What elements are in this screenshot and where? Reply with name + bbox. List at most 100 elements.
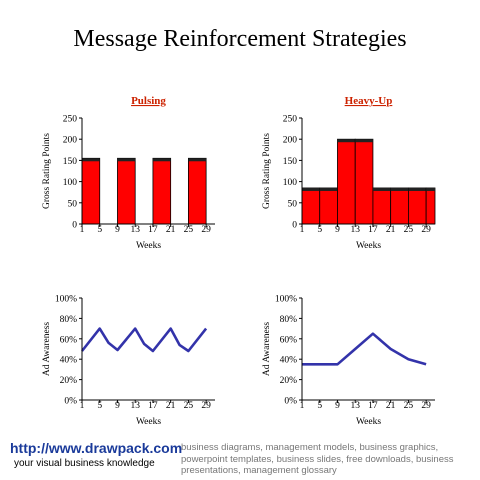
bar-top-edge xyxy=(408,187,427,191)
x-tick-label: 9 xyxy=(335,401,340,411)
x-axis-label: Weeks xyxy=(356,241,381,251)
bar xyxy=(407,187,427,225)
y-tick-label: 50 xyxy=(68,199,78,209)
bar-top-edge xyxy=(426,187,435,191)
bar xyxy=(319,187,338,225)
bar xyxy=(390,187,409,225)
y-tick-label: 100 xyxy=(63,178,78,188)
x-tick-label: 5 xyxy=(317,225,322,235)
bar xyxy=(187,157,207,225)
heavy-up-chart: Heavy-Up 0 50 100 150 200 250 1 5 9 13 17 21 25 29 Week… xyxy=(262,95,436,251)
x-tick-label: 29 xyxy=(421,401,431,411)
heavy-up-awareness-chart: 0% 20% 40% 60% 80% 100% 1 5 9 13 17 21 25 29 Weeks Ad A… xyxy=(262,295,435,427)
x-tick-label: 21 xyxy=(386,401,396,411)
x-tick-label: 13 xyxy=(130,225,140,235)
x-tick-label: 21 xyxy=(386,225,396,235)
x-tick-label: 29 xyxy=(201,401,211,411)
y-axis-label: Gross Rating Points xyxy=(42,133,52,209)
y-tick-label: 100% xyxy=(275,295,297,305)
bar xyxy=(117,157,136,225)
y-tick-label: 80% xyxy=(60,315,78,325)
x-tick-label: 1 xyxy=(300,225,305,235)
y-tick-label: 0% xyxy=(284,397,297,407)
x-tick-label: 5 xyxy=(97,225,102,235)
bar-top-edge xyxy=(372,187,391,191)
x-tick-label: 17 xyxy=(368,401,378,411)
x-tick-label: 29 xyxy=(201,225,211,235)
bar xyxy=(81,157,101,225)
series-line xyxy=(302,332,427,366)
y-tick-label: 20% xyxy=(280,376,298,386)
x-tick-label: 1 xyxy=(80,225,85,235)
x-tick-label: 13 xyxy=(350,225,360,235)
y-axis-label: Gross Rating Points xyxy=(262,133,272,209)
y-tick-label: 0 xyxy=(292,221,297,231)
x-tick-label: 9 xyxy=(115,225,120,235)
bar-top-edge xyxy=(152,158,171,162)
series-line xyxy=(80,327,208,353)
bar-top-edge xyxy=(82,158,100,162)
bar xyxy=(152,157,172,225)
x-tick-label: 13 xyxy=(130,401,140,411)
footer-keywords: business diagrams, management models, bu… xyxy=(181,442,454,476)
bar xyxy=(372,187,392,225)
y-tick-label: 0 xyxy=(72,221,77,231)
bar xyxy=(425,187,436,225)
y-tick-label: 80% xyxy=(280,315,298,325)
x-tick-label: 25 xyxy=(184,225,194,235)
x-axis-label: Weeks xyxy=(356,417,381,427)
y-tick-label: 40% xyxy=(280,356,298,366)
x-tick-label: 13 xyxy=(350,401,360,411)
page-title: Message Reinforcement Strategies xyxy=(73,26,407,52)
y-axis-label: Ad Awareness xyxy=(42,322,52,377)
y-tick-label: 100 xyxy=(283,178,298,188)
chart-title: Pulsing xyxy=(131,95,166,107)
x-tick-label: 1 xyxy=(300,401,305,411)
x-tick-label: 5 xyxy=(317,401,322,411)
bar-top-edge xyxy=(117,158,136,162)
x-tick-label: 25 xyxy=(184,401,194,411)
x-tick-label: 17 xyxy=(368,225,378,235)
y-tick-label: 40% xyxy=(60,356,78,366)
bar-top-edge xyxy=(337,139,356,143)
bar-top-edge xyxy=(390,187,409,191)
footer-tagline: your visual business knowledge xyxy=(14,458,155,469)
x-tick-label: 9 xyxy=(335,225,340,235)
pulsing-chart: Pulsing 0 50 100 150 200 250 1 5 9 13 17 21 25 29 Weeks… xyxy=(42,95,215,251)
y-tick-label: 100% xyxy=(55,295,77,305)
y-tick-label: 50 xyxy=(288,199,298,209)
y-tick-label: 200 xyxy=(63,136,78,146)
x-tick-label: 25 xyxy=(404,401,414,411)
x-tick-label: 25 xyxy=(404,225,414,235)
y-tick-label: 250 xyxy=(283,115,298,125)
x-axis-label: Weeks xyxy=(136,417,161,427)
y-tick-label: 60% xyxy=(60,335,78,345)
x-tick-label: 17 xyxy=(148,401,158,411)
y-tick-label: 60% xyxy=(280,335,298,345)
bar xyxy=(337,138,356,225)
bar-top-edge xyxy=(355,139,373,143)
x-tick-label: 29 xyxy=(421,225,431,235)
bar-top-edge xyxy=(302,187,320,191)
pulsing-awareness-chart: 0% 20% 40% 60% 80% 100% 1 5 9 13 17 21 25 29 Weeks Ad A… xyxy=(42,295,215,427)
x-axis-label: Weeks xyxy=(136,241,161,251)
y-tick-label: 0% xyxy=(64,397,77,407)
bar-top-edge xyxy=(188,158,207,162)
y-tick-label: 20% xyxy=(60,376,78,386)
x-tick-label: 5 xyxy=(97,401,102,411)
chart-title: Heavy-Up xyxy=(345,95,393,107)
bar xyxy=(354,138,374,225)
y-axis-label: Ad Awareness xyxy=(262,322,272,377)
x-tick-label: 21 xyxy=(166,225,176,235)
y-tick-label: 250 xyxy=(63,115,78,125)
bar-top-edge xyxy=(319,187,338,191)
x-tick-label: 9 xyxy=(115,401,120,411)
footer-url-link[interactable]: http://www.drawpack.com xyxy=(10,440,183,456)
y-tick-label: 150 xyxy=(283,157,298,167)
x-tick-label: 1 xyxy=(80,401,85,411)
y-tick-label: 150 xyxy=(63,157,78,167)
x-tick-label: 21 xyxy=(166,401,176,411)
y-tick-label: 200 xyxy=(283,136,298,146)
x-tick-label: 17 xyxy=(148,225,158,235)
